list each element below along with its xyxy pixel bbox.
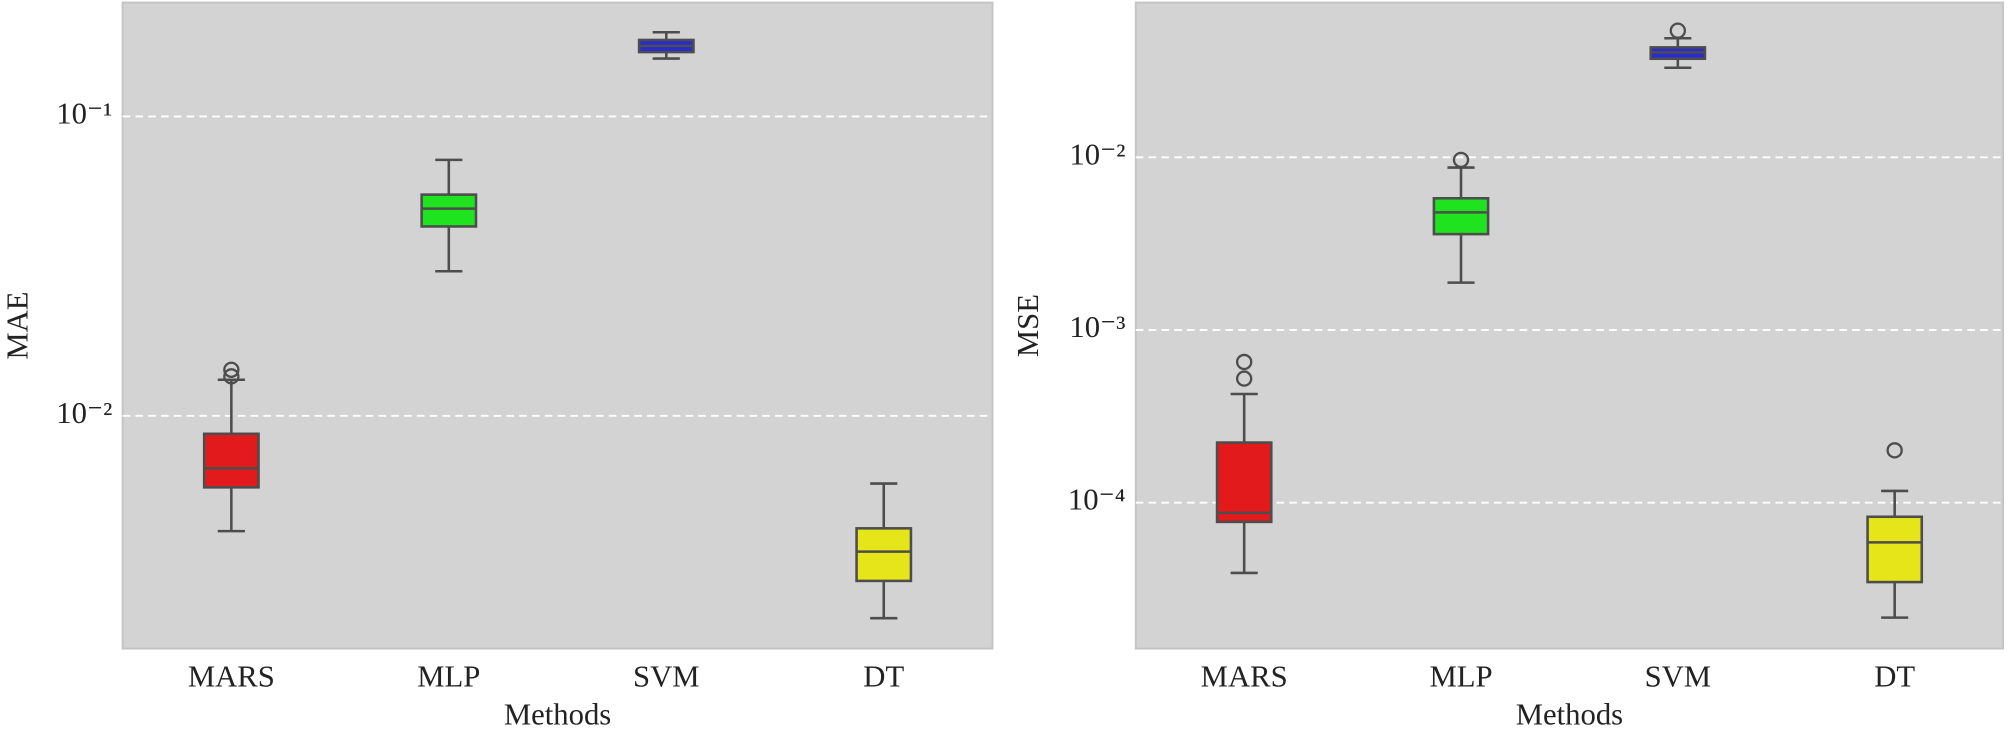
x-tick-label: MLP <box>417 659 480 693</box>
outlier <box>1886 442 1903 459</box>
box <box>855 527 913 583</box>
y-tick-label: 10⁻² <box>1069 137 1125 171</box>
outlier <box>1235 353 1253 371</box>
x-tick-label: SVM <box>633 659 700 693</box>
x-axis-label: Methods <box>1516 698 1623 732</box>
outlier <box>1669 22 1687 39</box>
plot-area <box>121 1 994 650</box>
box <box>420 193 478 228</box>
outlier <box>223 361 240 378</box>
y-tick-label: 10⁻⁴ <box>1068 483 1126 517</box>
box <box>1866 515 1924 584</box>
x-tick-label: SVM <box>1645 659 1712 693</box>
x-axis-label: Methods <box>504 698 611 732</box>
y-axis-label: MAE <box>0 291 34 359</box>
box <box>1432 197 1490 236</box>
x-tick-label: MLP <box>1429 659 1492 693</box>
outlier <box>1235 370 1253 387</box>
outlier <box>223 368 240 385</box>
y-tick-label: 10⁻¹ <box>56 96 112 130</box>
x-tick-label: DT <box>863 659 904 693</box>
y-axis-label: MSE <box>1011 294 1045 357</box>
x-tick-label: MARS <box>188 659 275 693</box>
outlier <box>1452 151 1470 169</box>
plot-area <box>1134 1 2005 650</box>
box <box>202 432 260 489</box>
x-tick-label: MARS <box>1201 659 1288 693</box>
x-tick-label: DT <box>1874 659 1915 693</box>
y-tick-label: 10⁻³ <box>1069 310 1125 344</box>
y-tick-label: 10⁻² <box>56 396 112 430</box>
box <box>1215 441 1273 524</box>
